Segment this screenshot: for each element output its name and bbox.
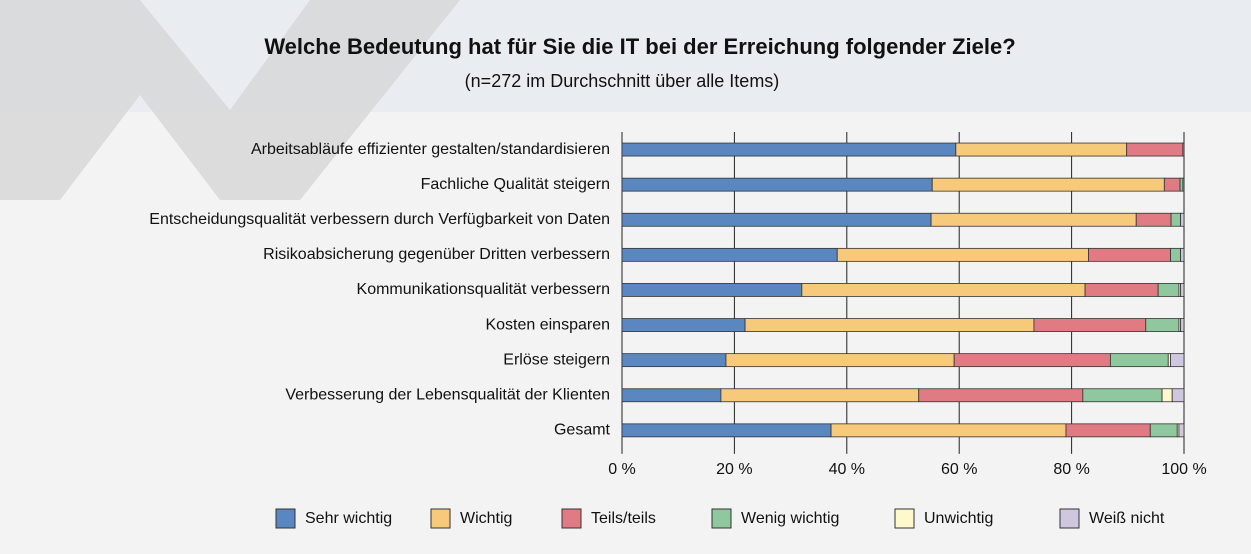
legend-swatch (275, 508, 296, 529)
watermark (0, 0, 460, 200)
bar-segment (621, 247, 838, 262)
bar-segment (830, 423, 1067, 438)
x-tick-label: 40 % (829, 461, 865, 478)
bar-segment (621, 353, 727, 368)
y-tick-label: Risikoabsicherung gegenüber Dritten verb… (263, 246, 610, 263)
bar-segment (801, 283, 1086, 297)
legend-swatch (430, 508, 451, 529)
bar-segment (1145, 318, 1180, 332)
bar-segment (621, 177, 933, 192)
y-tick-label: Erlöse steigern (503, 351, 610, 368)
x-tick-label: 0 % (608, 461, 636, 478)
x-tick-label: 20 % (716, 461, 752, 478)
bar-segment (1170, 212, 1182, 227)
bar-segment (1109, 353, 1169, 368)
legend-label: Wichtig (460, 510, 512, 527)
y-tick-label: Kommunikationsqualität verbessern (357, 281, 610, 298)
bar-segment (621, 212, 932, 227)
legend-label: Wenig wichtig (741, 510, 839, 527)
bar-segment (1182, 142, 1185, 157)
bar-segment (953, 353, 1111, 368)
bar-segment (621, 318, 746, 332)
bar-segment (1161, 388, 1173, 403)
bar-segment (1180, 283, 1185, 297)
bar-segment (1180, 318, 1185, 332)
bar-segment (1178, 423, 1185, 438)
bar-segment (720, 388, 920, 403)
bar-segment (1180, 212, 1185, 227)
legend-label: Sehr wichtig (305, 510, 392, 527)
bar-segment (1033, 318, 1147, 332)
bar-segment (836, 247, 1089, 262)
bar-segment (955, 142, 1128, 157)
bar-segment (1088, 247, 1171, 262)
bar-segment (744, 318, 1035, 332)
bar-segment (621, 283, 803, 297)
bar-segment (621, 142, 957, 157)
bar-segment (1182, 177, 1185, 192)
chart-subtitle: (n=272 im Durchschnitt über alle Items) (465, 71, 780, 91)
bar-segment (1126, 142, 1184, 157)
bar-segment (1171, 388, 1185, 403)
y-tick-label: Kosten einsparen (485, 316, 610, 333)
bar-segment (1170, 353, 1185, 368)
legend-swatch (711, 508, 732, 529)
legend-label: Teils/teils (591, 510, 656, 527)
y-tick-label: Entscheidungsqualität verbessern durch V… (149, 211, 610, 228)
y-tick-label: Gesamt (554, 422, 611, 439)
legend-label: Weiß nicht (1089, 510, 1165, 527)
y-tick-label: Verbesserung der Lebensqualität der Klie… (285, 386, 610, 403)
bar-segment (1065, 423, 1151, 438)
bar-segment (918, 388, 1084, 403)
bar-segment (1135, 212, 1172, 227)
y-tick-label: Arbeitsabläufe effizienter gestalten/sta… (251, 141, 610, 158)
x-tick-label: 80 % (1053, 461, 1089, 478)
bar-segment (1082, 388, 1163, 403)
legend-swatch (1059, 508, 1080, 529)
bar-segment (1157, 283, 1180, 297)
bar-segment (1179, 177, 1184, 192)
bar-segment (725, 353, 955, 368)
bar-segment (621, 388, 722, 403)
bar-segment (1180, 247, 1185, 262)
y-tick-label: Fachliche Qualität steigern (421, 176, 610, 193)
bar-segment (930, 212, 1137, 227)
bar-segment (1084, 283, 1159, 297)
chart-title: Welche Bedeutung hat für Sie die IT bei … (264, 34, 1015, 59)
bar-segment (1170, 247, 1182, 262)
bar-segment (1163, 177, 1181, 192)
bar-segment (1149, 423, 1178, 438)
legend-swatch (561, 508, 582, 529)
bar-segment (931, 177, 1165, 192)
legend-swatch (894, 508, 915, 529)
legend-label: Unwichtig (924, 510, 993, 527)
x-tick-label: 60 % (941, 461, 977, 478)
bar-segment (621, 423, 832, 438)
x-tick-label: 100 % (1161, 461, 1206, 478)
